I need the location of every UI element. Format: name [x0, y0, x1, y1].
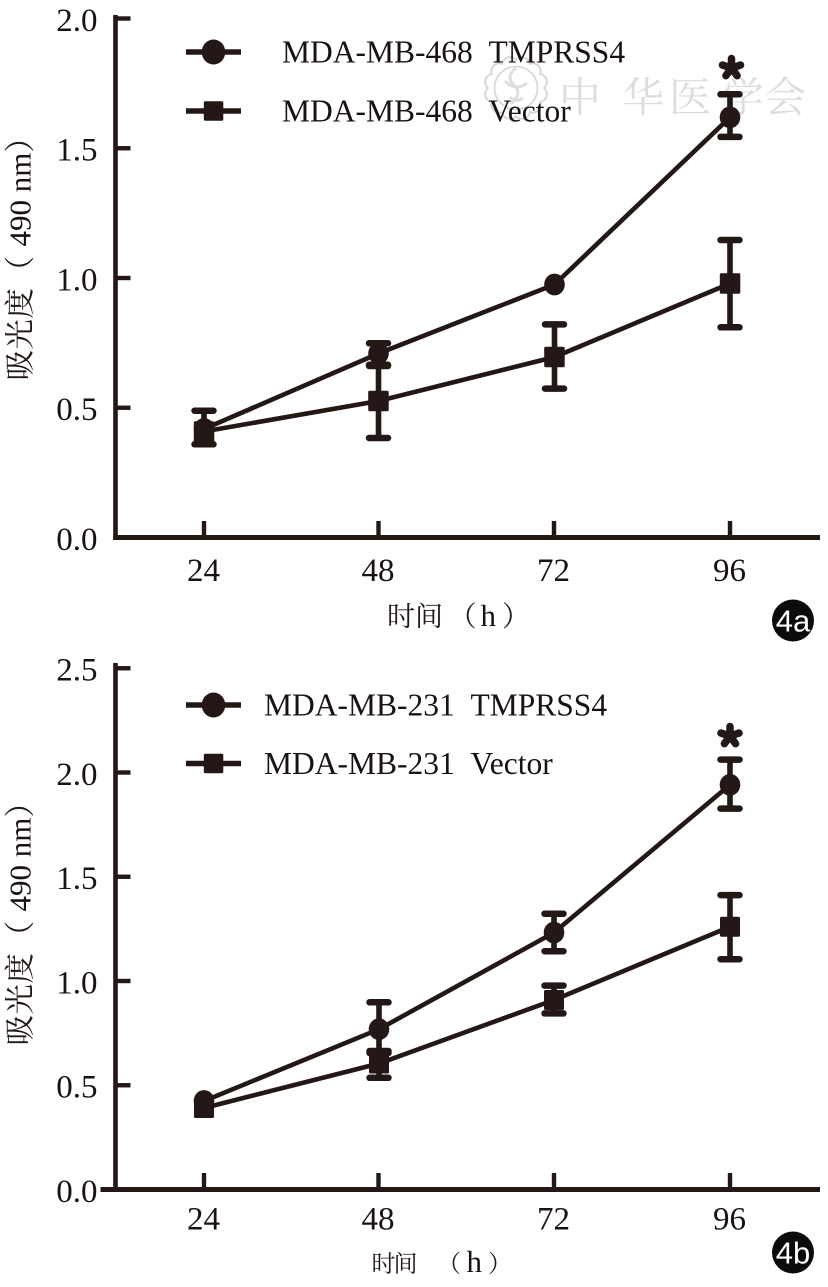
svg-text:0.5: 0.5 [56, 1070, 97, 1106]
svg-text:490 nm: 490 nm [3, 818, 38, 912]
svg-text:2.5: 2.5 [56, 653, 97, 689]
svg-text:4b: 4b [776, 1236, 810, 1271]
svg-text:4a: 4a [776, 604, 811, 639]
svg-text:1.5: 1.5 [56, 861, 97, 897]
svg-text:MDA-MB-468 TMPRSS4: MDA-MB-468 TMPRSS4 [282, 35, 625, 70]
svg-text:MDA-MB-231 Vector: MDA-MB-231 Vector [264, 746, 553, 781]
svg-text:2.0: 2.0 [56, 757, 97, 793]
svg-text:72: 72 [537, 1202, 570, 1238]
svg-text:1.0: 1.0 [56, 965, 97, 1001]
svg-text:2.0: 2.0 [56, 3, 97, 39]
svg-text:0.0: 0.0 [56, 522, 97, 558]
svg-text:490 nm: 490 nm [3, 153, 38, 247]
svg-text:72: 72 [537, 553, 570, 589]
svg-text:48: 48 [362, 553, 395, 589]
svg-text:96: 96 [713, 553, 746, 589]
svg-text:MDA-MB-231 TMPRSS4: MDA-MB-231 TMPRSS4 [264, 688, 607, 723]
svg-text:h: h [481, 598, 497, 633]
svg-text:1.0: 1.0 [56, 262, 97, 298]
svg-text:MDA-MB-468 Vector: MDA-MB-468 Vector [282, 94, 571, 129]
svg-text:24: 24 [187, 553, 220, 589]
svg-text:h: h [467, 1244, 483, 1279]
svg-text:0.5: 0.5 [56, 392, 97, 428]
svg-text:48: 48 [362, 1202, 395, 1238]
svg-text:0.0: 0.0 [56, 1174, 97, 1210]
svg-text:96: 96 [713, 1202, 746, 1238]
svg-text:1.5: 1.5 [56, 133, 97, 169]
svg-text:24: 24 [187, 1202, 220, 1238]
